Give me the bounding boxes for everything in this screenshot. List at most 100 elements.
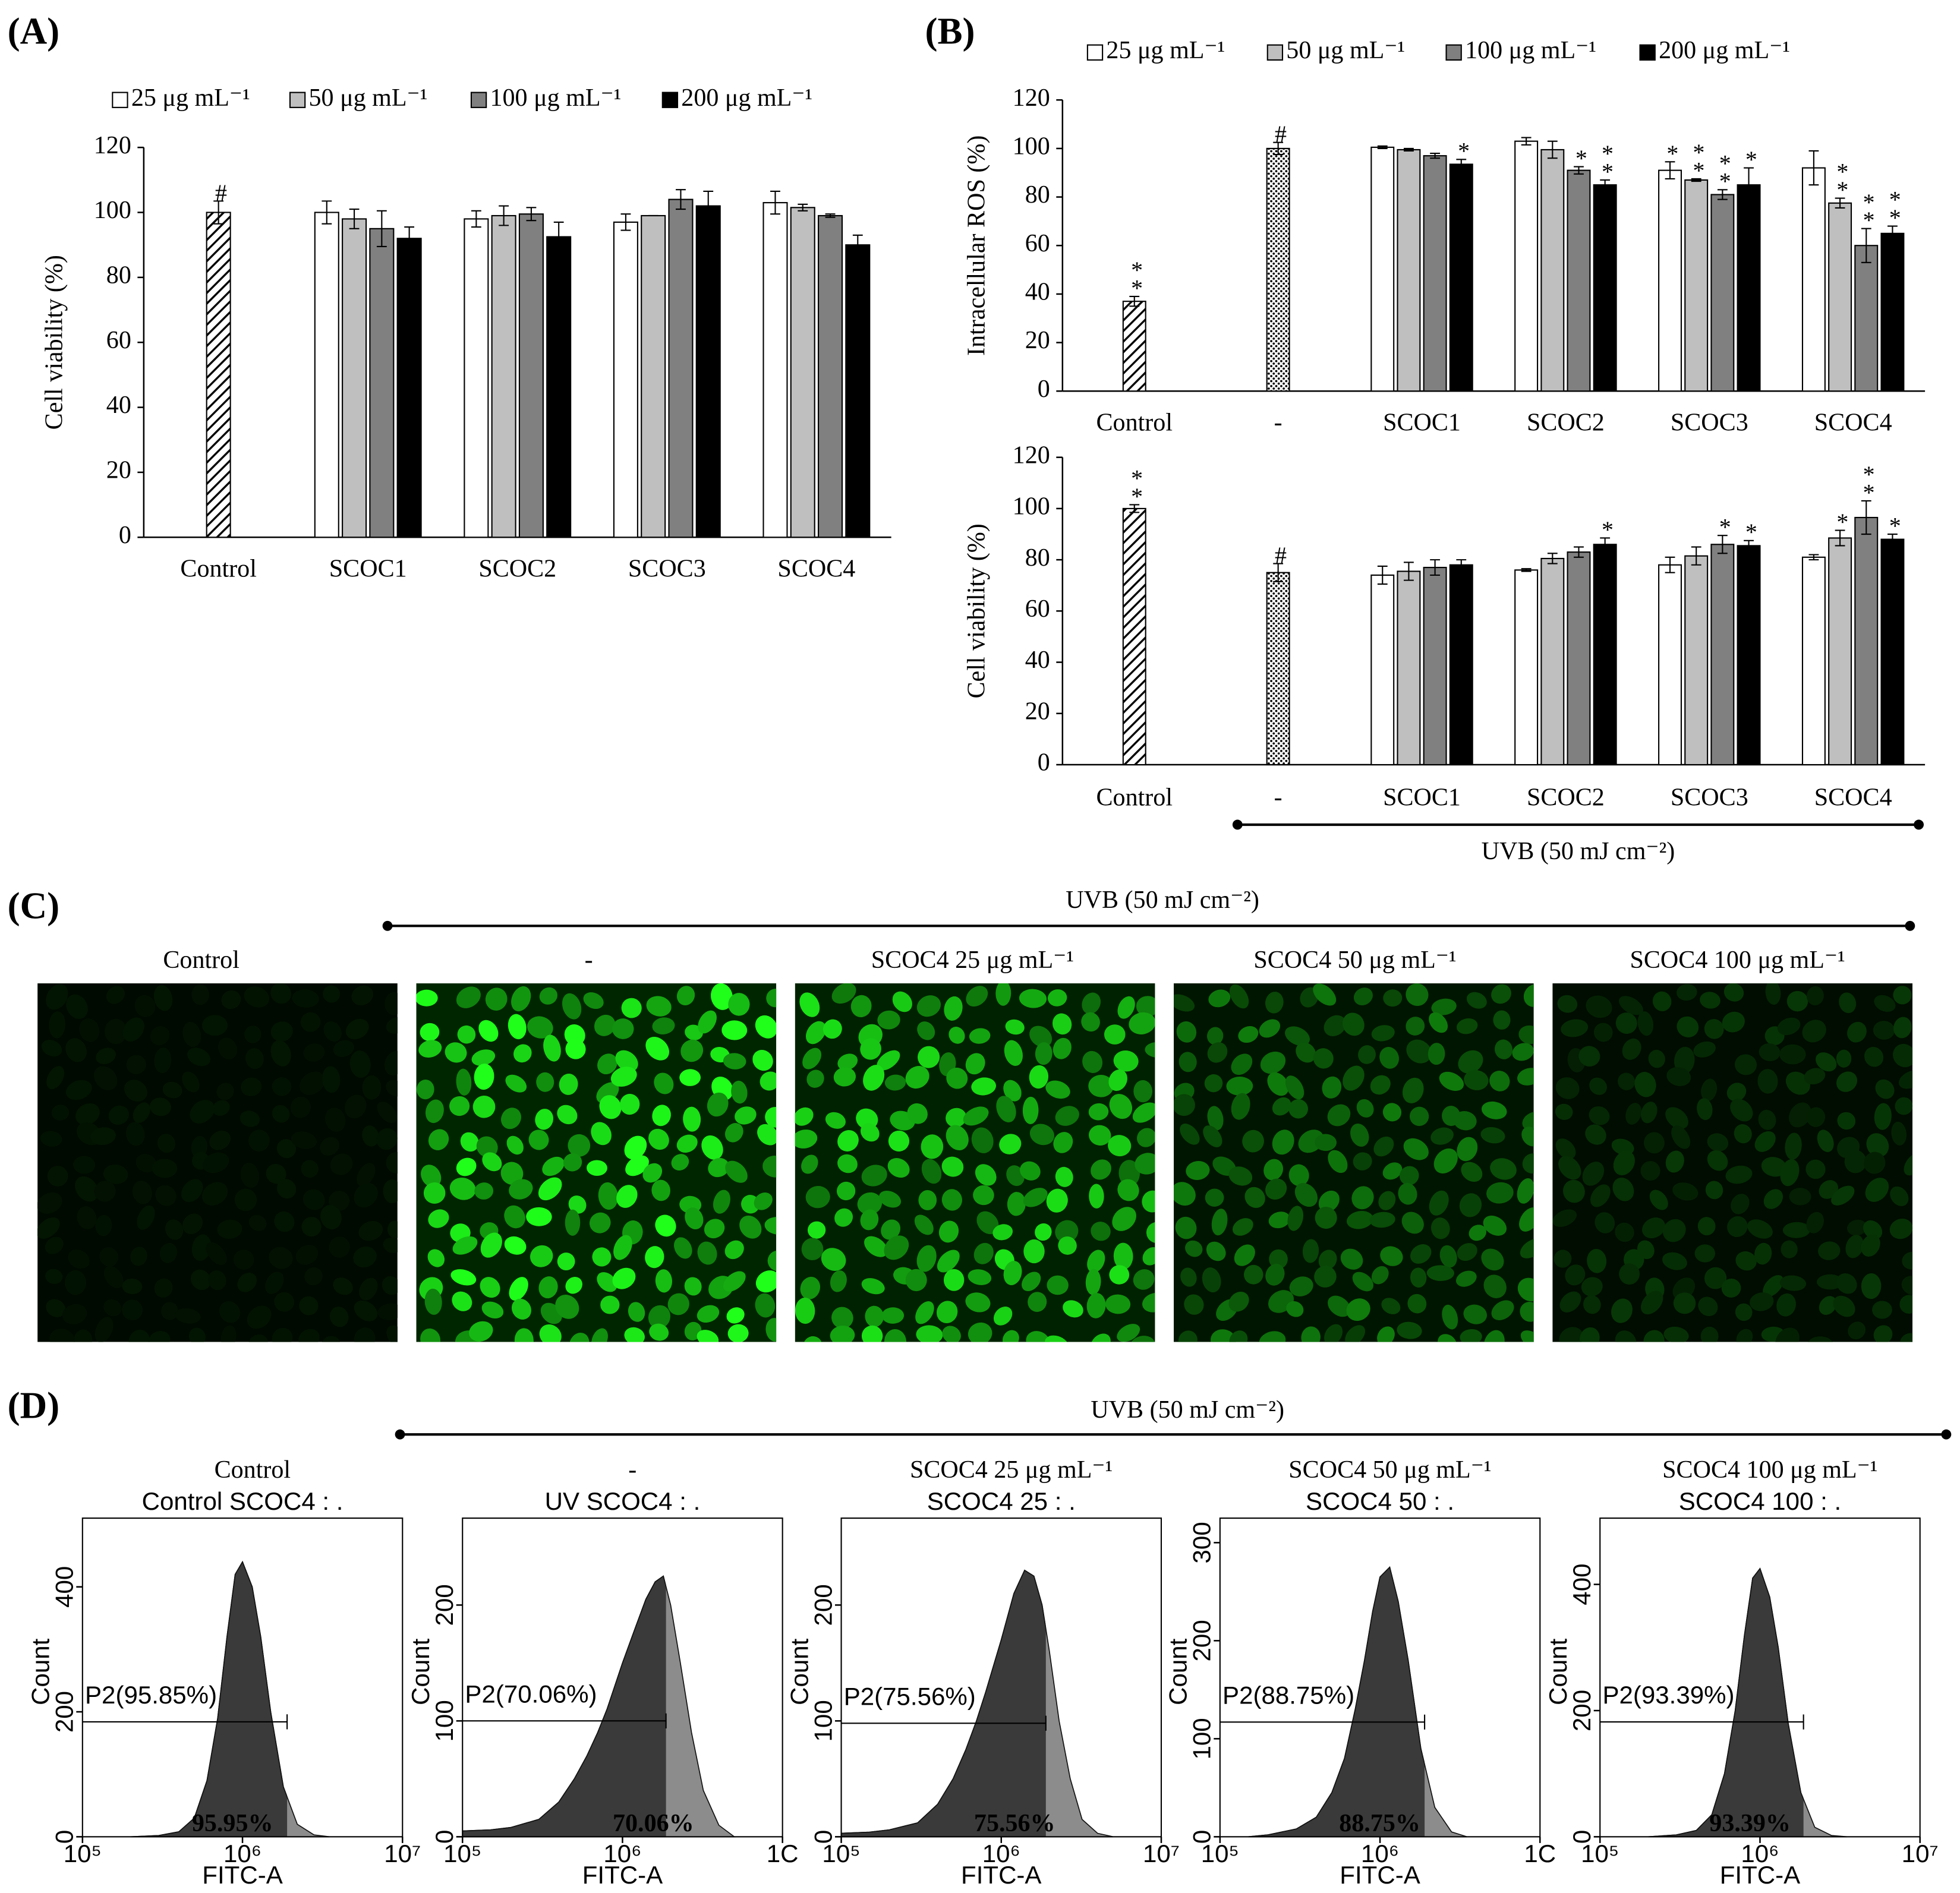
- gate-label: P2(70.06%): [465, 1680, 597, 1708]
- cell: [476, 1136, 498, 1158]
- cell: [1727, 1216, 1748, 1238]
- image-title: SCOC4 50 μg mL⁻¹: [1253, 946, 1456, 974]
- error-bar: [349, 208, 360, 229]
- cell: [1370, 1075, 1391, 1095]
- cell: [1735, 1251, 1757, 1271]
- cell: [1324, 1015, 1346, 1037]
- cell: [1866, 1133, 1889, 1157]
- legend-label: 50 μg mL⁻¹: [1286, 37, 1405, 64]
- error-bar: [1430, 559, 1441, 576]
- bar: [641, 214, 666, 538]
- cell: [1871, 1301, 1892, 1319]
- y-tick-label: 0: [1188, 1830, 1216, 1844]
- cell: [351, 985, 373, 1006]
- error-bar: [1808, 150, 1819, 186]
- cell: [642, 1163, 663, 1183]
- significance-mark: *: [1451, 138, 1477, 156]
- image-title: SCOC4 25 μg mL⁻¹: [871, 946, 1074, 974]
- cell: [1302, 1239, 1319, 1263]
- cell: [724, 1123, 743, 1143]
- cell: [344, 1094, 367, 1119]
- cell: [1045, 1080, 1070, 1099]
- cell: [1612, 1178, 1634, 1201]
- cell: [46, 984, 68, 1010]
- cell: [1091, 1222, 1111, 1241]
- cell: [861, 1165, 887, 1187]
- cell: [1707, 1150, 1728, 1171]
- cell: [1142, 1292, 1155, 1313]
- legend-swatch: [661, 92, 679, 108]
- cell: [1615, 1222, 1634, 1242]
- cell: [1652, 991, 1672, 1011]
- bar: [695, 205, 721, 538]
- cell: [321, 1336, 341, 1342]
- cell: [795, 1130, 818, 1149]
- cell: [1587, 1248, 1607, 1273]
- cell: [942, 1326, 961, 1342]
- bar: [1567, 169, 1591, 392]
- cell: [478, 1020, 499, 1042]
- cell: [1893, 986, 1912, 1005]
- cell: [724, 1240, 744, 1260]
- gate: [1220, 1714, 1426, 1730]
- cell: [877, 1050, 900, 1071]
- x-tick-label: SCOC1: [1383, 409, 1461, 437]
- significance-mark: #: [1267, 121, 1294, 142]
- cell: [416, 1079, 434, 1100]
- cell: [1288, 1164, 1309, 1187]
- cell: [450, 1269, 477, 1286]
- significance-mark: *: [1738, 146, 1764, 164]
- bar: [1540, 557, 1565, 766]
- cell: [1430, 1217, 1450, 1239]
- error-bar: [1717, 189, 1728, 200]
- cell: [383, 1179, 398, 1204]
- cell: [1480, 1127, 1505, 1144]
- cell: [1865, 1178, 1889, 1202]
- cell: [1765, 983, 1781, 1005]
- cell: [1342, 1012, 1365, 1036]
- cell: [472, 1096, 496, 1118]
- y-tick-label: 80: [1025, 181, 1050, 209]
- cell: [182, 1021, 201, 1048]
- cell: [418, 1040, 442, 1058]
- cell: [359, 1277, 378, 1301]
- bar: [342, 218, 367, 538]
- cell: [157, 1134, 176, 1153]
- cell: [1287, 1206, 1304, 1231]
- cell: [1186, 1160, 1210, 1181]
- cell: [1410, 1267, 1427, 1288]
- cell: [1558, 1156, 1581, 1180]
- cell: [1520, 1238, 1534, 1258]
- cell: [555, 1295, 579, 1319]
- cell: [1136, 996, 1155, 1017]
- cell: [1494, 1039, 1513, 1059]
- cell: [1265, 1178, 1287, 1200]
- bar: [1737, 184, 1761, 392]
- cell: [646, 996, 672, 1017]
- cell: [619, 1094, 640, 1115]
- cell: [1231, 1053, 1253, 1075]
- cell: [136, 1154, 157, 1173]
- bar: [1449, 564, 1473, 766]
- cell: [103, 1299, 122, 1317]
- cell: [914, 1214, 934, 1235]
- cell: [49, 1328, 75, 1342]
- cell: [1082, 992, 1101, 1014]
- cell: [645, 1246, 664, 1269]
- cell: [1265, 992, 1284, 1014]
- cell: [240, 1162, 260, 1188]
- legend-swatch: [1086, 44, 1104, 61]
- cell: [182, 1071, 200, 1093]
- cell: [795, 1297, 815, 1324]
- cell: [428, 1209, 449, 1228]
- cell: [1517, 1277, 1534, 1302]
- cell: [884, 1074, 906, 1091]
- cell: [755, 1293, 776, 1318]
- cell: [216, 1083, 234, 1100]
- cell: [1581, 1277, 1603, 1296]
- significance-mark: **: [1855, 189, 1882, 225]
- cell: [1747, 1219, 1773, 1239]
- cell: [993, 1307, 1013, 1326]
- cell: [187, 1048, 211, 1067]
